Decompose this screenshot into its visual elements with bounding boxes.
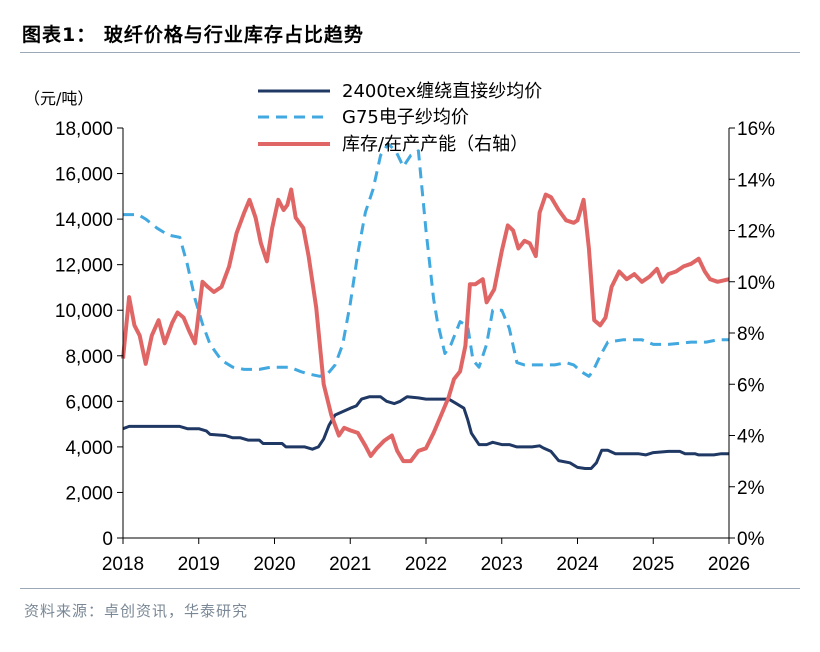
x-tick-label: 2024 [556,554,599,575]
source-rule [20,588,800,589]
left-tick-label: 4,000 [65,438,113,459]
right-tick-label: 8% [737,324,765,345]
right-tick-label: 2% [737,478,765,499]
x-tick-label: 2020 [253,554,295,575]
legend-label-2: G75电子纱均价 [342,107,469,128]
right-tick-label: 0% [737,529,765,550]
legend-label-3: 库存/在产产能（右轴） [342,134,528,155]
chart: （元/吨） 0 2,000 4,000 6,000 8,000 10,000 12,000 1… [24,81,775,575]
right-tick-label: 4% [737,427,765,448]
series-line-3 [121,187,730,464]
series-line-1 [122,395,729,470]
source-note: 资料来源：卓创资讯，华泰研究 [24,602,249,620]
series-line-2 [123,142,729,378]
left-tick-label: 6,000 [65,392,113,413]
figure-title: 图表1： 玻纤价格与行业库存占比趋势 [22,24,364,46]
title-rule [20,52,800,53]
left-tick-label: 8,000 [65,347,113,368]
left-tick-label: 10,000 [55,301,113,322]
left-tick-label: 14,000 [55,210,113,231]
x-tick-label: 2021 [329,554,371,575]
right-tick-label: 12% [737,222,775,243]
left-tick-label: 18,000 [55,119,113,140]
right-tick-label: 16% [737,119,775,140]
x-tick-label: 2025 [632,554,674,575]
x-tick-label: 2018 [102,554,144,575]
left-axis-unit: （元/吨） [24,89,93,108]
left-tick-label: 2,000 [65,483,113,504]
x-tick-label: 2022 [405,554,447,575]
right-tick-label: 14% [737,170,775,191]
left-tick-label: 12,000 [55,256,113,277]
left-tick-label: 16,000 [55,165,113,186]
right-tick-label: 6% [737,375,765,396]
right-tick-label: 10% [737,273,775,294]
x-tick-label: 2026 [708,554,750,575]
x-tick-label: 2023 [481,554,523,575]
legend-label-1: 2400tex缠绕直接纱均价 [342,81,542,102]
left-tick-label: 0 [102,529,113,550]
x-tick-label: 2019 [178,554,220,575]
